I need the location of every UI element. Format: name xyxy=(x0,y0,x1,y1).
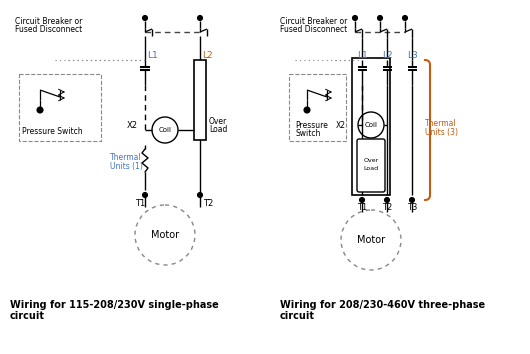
Text: L2: L2 xyxy=(382,51,393,59)
Text: Coil: Coil xyxy=(365,122,377,128)
Text: Motor: Motor xyxy=(151,230,179,240)
Text: Thermal: Thermal xyxy=(110,154,142,162)
Circle shape xyxy=(198,16,202,21)
Text: Motor: Motor xyxy=(357,235,385,245)
Text: Circuit Breaker or: Circuit Breaker or xyxy=(15,17,82,27)
Text: L1: L1 xyxy=(357,51,368,59)
Text: Wiring for 115-208/230V single-phase: Wiring for 115-208/230V single-phase xyxy=(10,300,219,310)
Text: L1: L1 xyxy=(147,51,158,59)
Text: Circuit Breaker or: Circuit Breaker or xyxy=(280,17,347,27)
Text: Over: Over xyxy=(209,118,227,126)
Text: L3: L3 xyxy=(407,51,418,59)
Text: Wiring for 208/230-460V three-phase: Wiring for 208/230-460V three-phase xyxy=(280,300,485,310)
Text: L2: L2 xyxy=(202,51,213,59)
Text: Load: Load xyxy=(364,166,378,171)
Circle shape xyxy=(37,107,43,113)
Text: Over: Over xyxy=(364,158,378,163)
Circle shape xyxy=(198,193,202,198)
Text: Thermal: Thermal xyxy=(425,120,457,129)
Circle shape xyxy=(359,198,365,202)
Text: Pressure Switch: Pressure Switch xyxy=(22,127,83,137)
Text: Fused Disconnect: Fused Disconnect xyxy=(15,25,82,34)
Text: X2: X2 xyxy=(127,121,138,131)
Circle shape xyxy=(304,107,310,113)
FancyBboxPatch shape xyxy=(357,139,385,192)
Circle shape xyxy=(402,16,408,21)
Text: X2: X2 xyxy=(336,120,346,130)
Circle shape xyxy=(410,198,414,202)
Bar xyxy=(194,60,206,140)
Circle shape xyxy=(352,16,358,21)
Text: Load: Load xyxy=(209,126,227,135)
Text: T3: T3 xyxy=(407,204,418,212)
Circle shape xyxy=(143,193,147,198)
Bar xyxy=(352,58,390,195)
Text: circuit: circuit xyxy=(10,311,45,321)
Text: Units (3): Units (3) xyxy=(425,127,458,137)
Text: Units (1): Units (1) xyxy=(110,161,143,171)
Text: T1: T1 xyxy=(357,204,367,212)
Text: Coil: Coil xyxy=(158,127,172,133)
Text: T1: T1 xyxy=(135,199,145,207)
Text: T2: T2 xyxy=(203,199,213,207)
Text: T2: T2 xyxy=(382,204,392,212)
Text: circuit: circuit xyxy=(280,311,315,321)
Text: Pressure: Pressure xyxy=(295,120,328,130)
Circle shape xyxy=(377,16,383,21)
Text: Fused Disconnect: Fused Disconnect xyxy=(280,25,347,34)
Circle shape xyxy=(143,16,147,21)
Circle shape xyxy=(384,198,390,202)
Text: Switch: Switch xyxy=(295,129,320,137)
